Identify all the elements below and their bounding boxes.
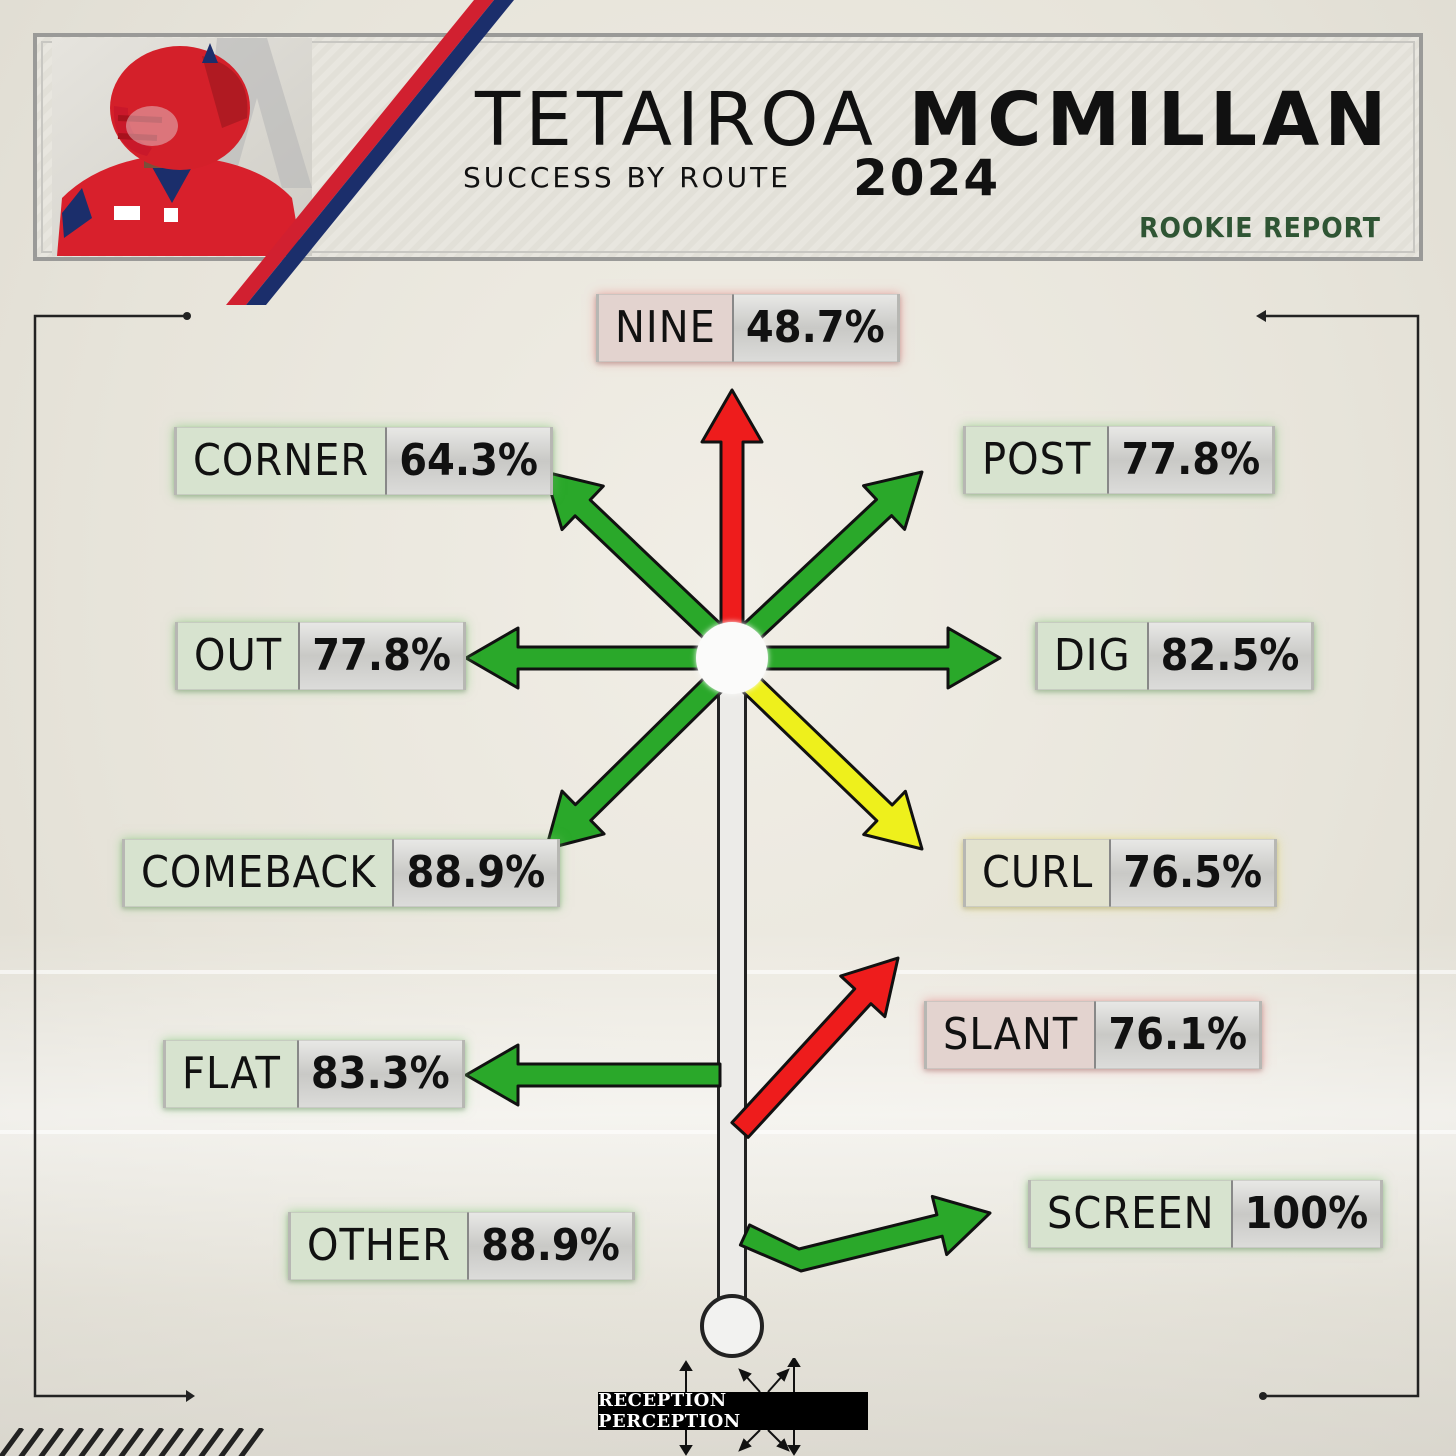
- route-value: 76.1%: [1096, 1001, 1260, 1069]
- route-value: 88.9%: [394, 839, 558, 907]
- route-name: SCREEN: [1031, 1180, 1233, 1248]
- report-tag: ROOKIE REPORT: [1139, 211, 1381, 244]
- route-name: CORNER: [177, 427, 388, 495]
- route-arrow-screen: [738, 1194, 992, 1273]
- route-name: SLANT: [927, 1001, 1097, 1069]
- route-label-corner: CORNER 64.3%: [174, 427, 553, 495]
- route-name: COMEBACK: [125, 839, 395, 907]
- route-arrow-out: [464, 626, 734, 690]
- route-arrow-comeback: [544, 656, 742, 851]
- route-label-comeback: COMEBACK 88.9%: [122, 839, 561, 907]
- route-label-post: POST 77.8%: [963, 426, 1276, 494]
- route-arrow-curl: [722, 656, 924, 851]
- route-value: 77.8%: [1109, 426, 1273, 494]
- route-value: 76.5%: [1111, 839, 1275, 907]
- route-value: 82.5%: [1148, 622, 1312, 690]
- route-value: 77.8%: [300, 622, 463, 690]
- route-arrow-corner: [543, 470, 742, 660]
- route-name: DIG: [1038, 622, 1149, 690]
- player-name: TETAIROA MCMILLAN: [475, 77, 1391, 163]
- route-name: NINE: [599, 294, 734, 362]
- route-arrow-post: [723, 470, 924, 660]
- route-hub: [696, 622, 768, 694]
- route-arrow-slant: [730, 956, 900, 1139]
- route-value: 83.3%: [298, 1040, 462, 1108]
- route-name: OUT: [178, 622, 301, 690]
- brand-logo: RECEPTION PERCEPTION: [598, 1390, 868, 1432]
- route-value: 88.9%: [469, 1212, 632, 1280]
- route-label-dig: DIG 82.5%: [1035, 622, 1315, 690]
- player-last-name: MCMILLAN: [908, 77, 1392, 163]
- route-value: 48.7%: [733, 294, 897, 362]
- route-label-slant: SLANT 76.1%: [924, 1001, 1263, 1069]
- corner-hatch: [0, 1428, 265, 1456]
- route-value: 64.3%: [387, 427, 550, 495]
- season-year: 2024: [853, 149, 1001, 207]
- route-name: POST: [966, 426, 1110, 494]
- route-label-other: OTHER 88.9%: [288, 1212, 635, 1280]
- route-value: 100%: [1232, 1180, 1381, 1248]
- route-name: FLAT: [166, 1040, 299, 1108]
- player-first-name: TETAIROA: [475, 77, 878, 163]
- route-label-nine: NINE 48.7%: [596, 294, 900, 362]
- route-label-out: OUT 77.8%: [175, 622, 466, 690]
- logo-arrows: [679, 1358, 801, 1456]
- route-arrow-dig: [730, 626, 1002, 690]
- route-name: CURL: [966, 839, 1112, 907]
- route-label-curl: CURL 76.5%: [963, 839, 1278, 907]
- route-label-screen: SCREEN 100%: [1028, 1180, 1384, 1248]
- route-name: OTHER: [291, 1212, 470, 1280]
- chart-subtitle: SUCCESS BY ROUTE: [463, 161, 791, 194]
- route-arrow-flat: [464, 1043, 722, 1107]
- start-dot: [700, 1294, 764, 1358]
- route-label-flat: FLAT 83.3%: [163, 1040, 465, 1108]
- route-arrow-nine: [700, 388, 764, 652]
